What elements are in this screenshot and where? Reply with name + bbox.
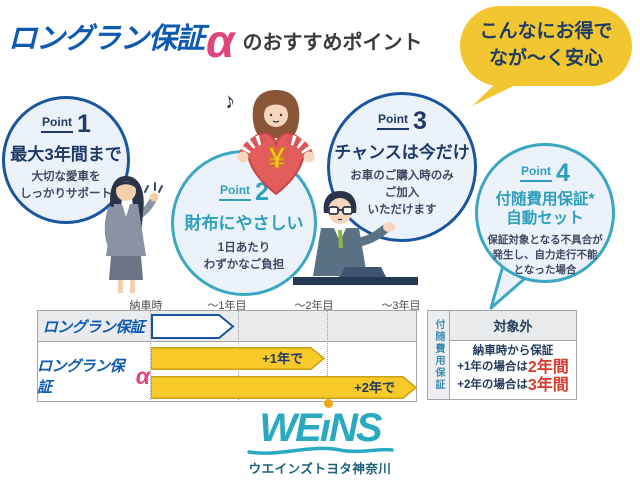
timeline-row2-label: ロングラン保証 α <box>37 358 150 396</box>
woman-holding-heart-illustration <box>237 90 315 196</box>
point1-desc: 大切な愛車を しっかりサポート <box>20 171 112 200</box>
timeline-gridline <box>327 311 328 400</box>
point3-title: チャンスは今だけ <box>334 143 470 162</box>
table-line1: 納車時から保証 <box>472 344 554 357</box>
point1-title: 最大3年間まで <box>10 145 122 164</box>
yen-icon: ¥ <box>268 141 286 175</box>
point4-desc: 保証対象となる不具合が 発生し、自力走行不能 となった場合 <box>487 233 603 277</box>
warranty-bar-plus2 <box>151 376 417 399</box>
point2-desc: 1日あたり わずかなご負担 <box>203 242 285 271</box>
point2-title: 財布にやさしい <box>184 214 304 233</box>
warranty-bar-plus1 <box>151 347 325 370</box>
bubble-line1: こんなにお得で <box>479 21 613 43</box>
point3-circle: Point 3 チャンスは今だけ お車のご購入時のみ ご加入 いただけます <box>327 92 477 242</box>
weins-wordmark: WE ıNS <box>259 399 383 448</box>
point3-desc: お車のご購入時のみ ご加入 いただけます <box>350 170 454 216</box>
logo-wave-swoosh <box>247 446 394 455</box>
weins-logo: WE ıNS ウエインズトヨタ神奈川 <box>235 399 405 477</box>
speech-bubble: こんなにお得で なが〜く安心 <box>460 6 632 86</box>
point4-label: Point 4 <box>520 159 570 187</box>
timeline-col-year2: 〜2年目 <box>294 300 334 312</box>
brand-logo-text: ロングラン保証 <box>8 22 205 55</box>
table-vertical-header: 付随費用保証 <box>428 311 450 399</box>
point1-circle: Point 1 最大3年間まで 大切な愛車を しっかりサポート <box>2 96 130 224</box>
timeline-col-year3: 〜3年目 <box>381 300 421 312</box>
point4-circle: Point 4 付随費用保証* 自動セット 保証対象となる不具合が 発生し、自力走… <box>475 143 615 283</box>
table-line2: +1年の場合は2年間 <box>457 358 569 376</box>
table-body-cell: 納車時から保証 +1年の場合は2年間 +2年の場合は3年間 <box>450 341 576 399</box>
table-header-cell: 対象外 <box>450 311 576 341</box>
warranty-bar-standard <box>151 314 235 339</box>
bar-plus1-text: +1年で <box>262 351 303 366</box>
man-at-desk-illustration <box>293 191 418 285</box>
table-line3: +2年の場合は3年間 <box>457 377 569 395</box>
timeline-col-year1: 〜1年目 <box>207 300 247 312</box>
page-title: ロングラン保証 α のおすすめポイント <box>8 15 423 67</box>
brand-alpha: α <box>206 15 235 67</box>
incidental-cost-table: 付随費用保証 対象外 納車時から保証 +1年の場合は2年間 +2年の場合は3年間 <box>427 310 577 400</box>
timeline-row1-label: ロングラン保証 <box>42 319 145 336</box>
woman-pointing-illustration <box>104 176 163 293</box>
point4-title: 付随費用保証* 自動セット <box>495 191 595 228</box>
bubble-line2: なが〜く安心 <box>488 48 603 69</box>
point3-label: Point 3 <box>377 107 427 135</box>
bar-plus2-text: +2年で <box>354 380 395 395</box>
title-suffix: のおすすめポイント <box>242 31 423 54</box>
table-main: 対象外 納車時から保証 +1年の場合は2年間 +2年の場合は3年間 <box>450 311 576 399</box>
point1-label: Point 1 <box>41 110 91 138</box>
logo-i-dot <box>323 399 333 408</box>
timeline-col-delivery: 納車時 <box>129 300 163 312</box>
company-name: ウエインズトヨタ神奈川 <box>248 462 392 476</box>
